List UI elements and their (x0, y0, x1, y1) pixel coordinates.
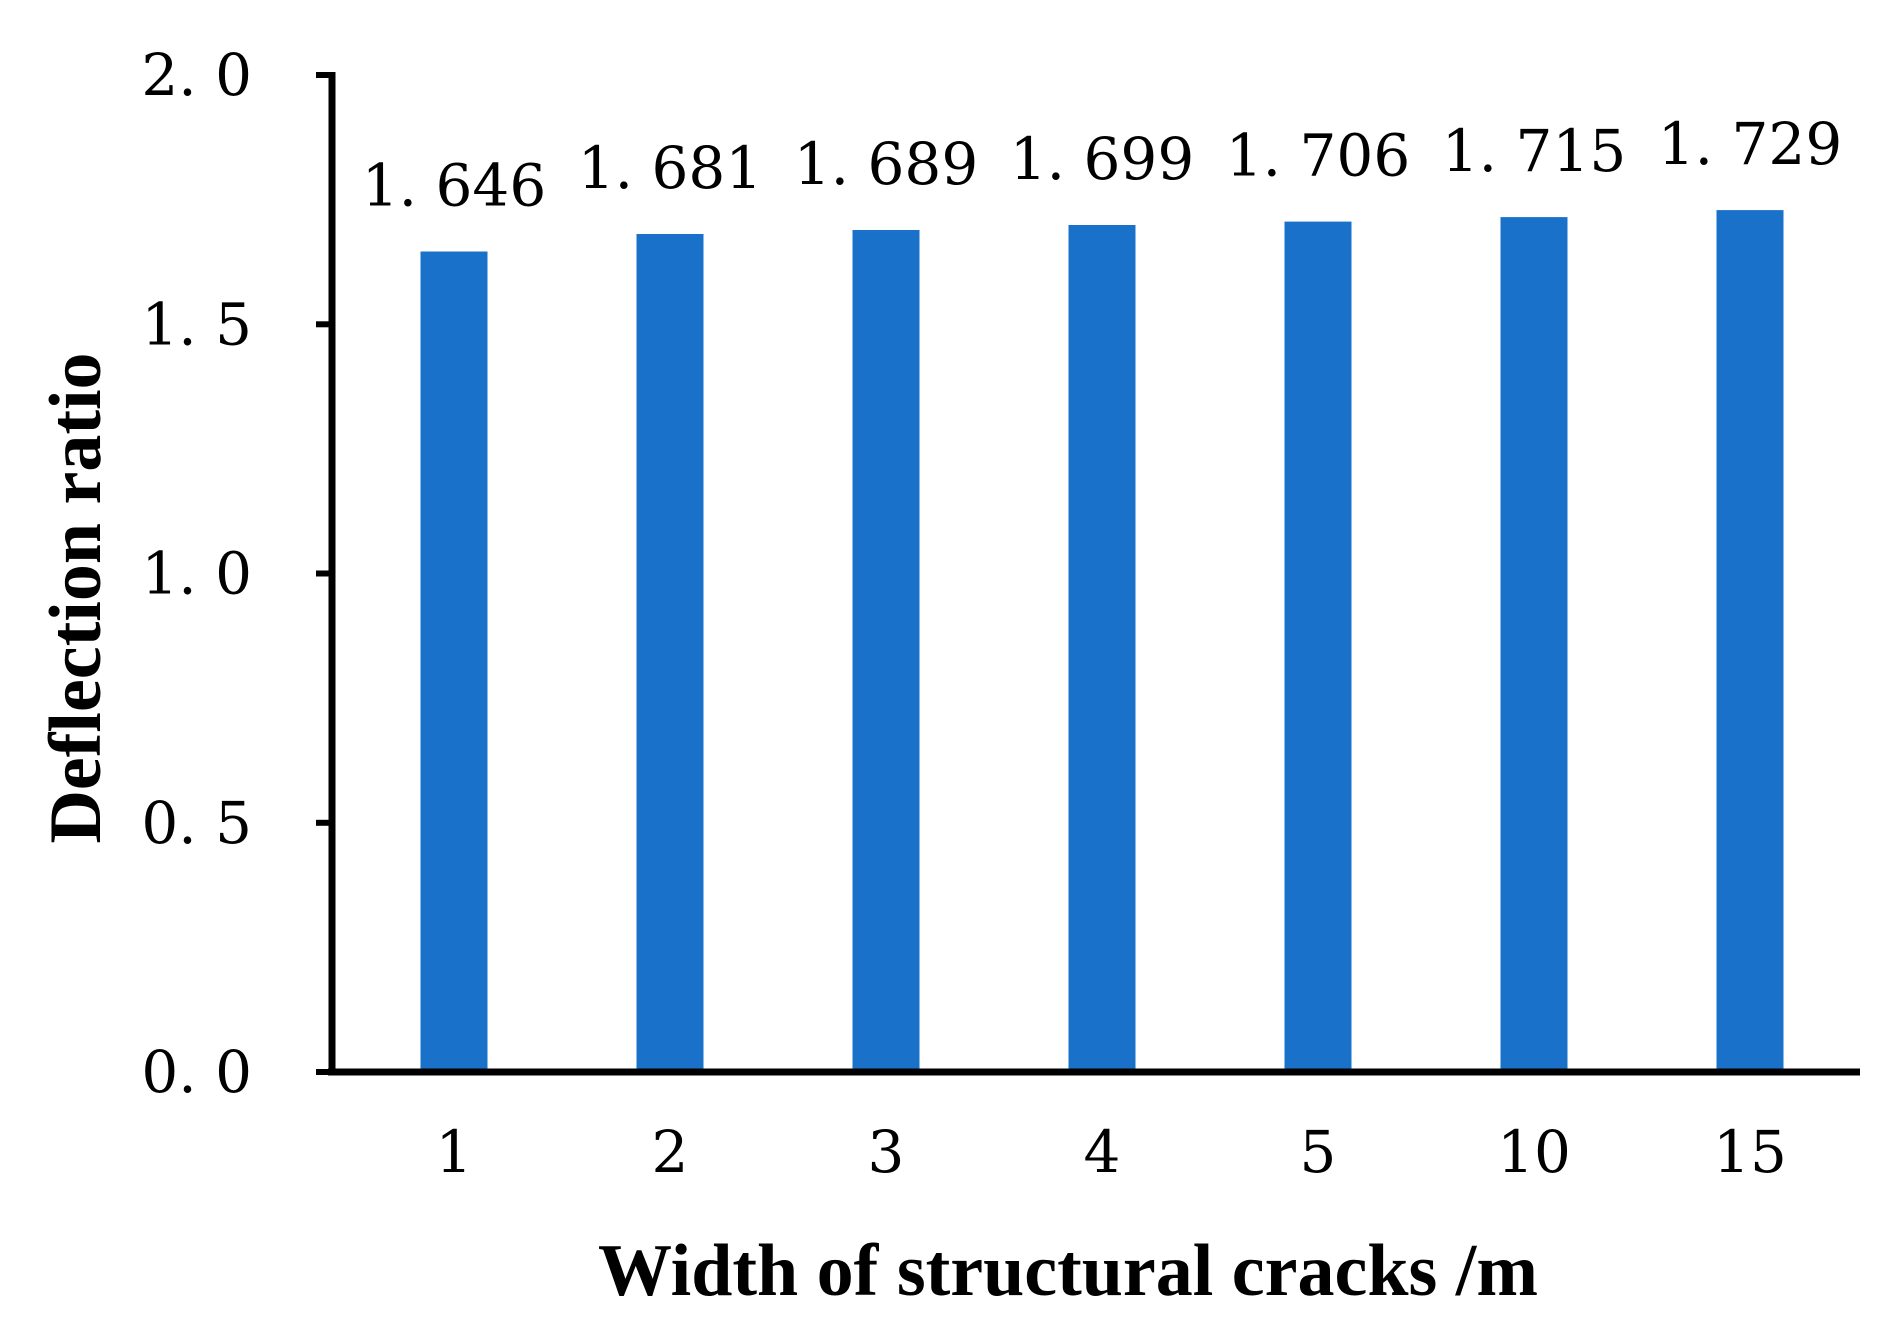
data-label-10: 1. 715 (1442, 117, 1626, 185)
bar-1 (420, 251, 488, 1072)
x-tick-label-15: 15 (1713, 1118, 1787, 1186)
y-tick-label: 1. 5 (141, 290, 252, 358)
data-label-1: 1. 646 (362, 152, 546, 220)
bar-5 (1284, 221, 1352, 1073)
bar-2 (636, 234, 704, 1072)
data-labels-layer: 1. 646 1. 681 1. 689 1. 699 1. 706 1. 715 1. 7… (362, 110, 1842, 219)
x-tick-labels: 1 2 3 4 5 10 15 (436, 1118, 1787, 1186)
data-label-4: 1. 699 (1010, 125, 1194, 193)
x-tick-label-5: 5 (1300, 1118, 1337, 1186)
x-tick-label-10: 10 (1497, 1118, 1571, 1186)
y-axis-title: Deflection ratio (35, 352, 117, 843)
axes-layer (316, 72, 1860, 1076)
y-tick-label: 1. 0 (141, 540, 252, 608)
y-tick-label: 0. 5 (141, 789, 252, 857)
y-tick-label: 2. 0 (141, 41, 252, 109)
x-tick-label-3: 3 (868, 1118, 905, 1186)
x-tick-label-4: 4 (1084, 1118, 1121, 1186)
bars-layer (420, 210, 1784, 1073)
data-label-3: 1. 689 (794, 130, 978, 198)
y-tick-label: 0. 0 (141, 1038, 252, 1106)
x-tick-label-2: 2 (652, 1118, 689, 1186)
bar-4 (1068, 225, 1136, 1072)
x-axis-title: Width of structural cracks /m (598, 1230, 1538, 1312)
data-label-5: 1. 706 (1226, 122, 1410, 190)
data-label-15: 1. 729 (1658, 110, 1842, 178)
y-tick-labels: 0. 0 0. 5 1. 0 1. 5 2. 0 (141, 41, 252, 1106)
bar-15 (1716, 210, 1784, 1073)
bar-10 (1500, 217, 1568, 1073)
bar-3 (852, 230, 920, 1072)
x-tick-label-1: 1 (436, 1118, 473, 1186)
data-label-2: 1. 681 (578, 134, 762, 202)
